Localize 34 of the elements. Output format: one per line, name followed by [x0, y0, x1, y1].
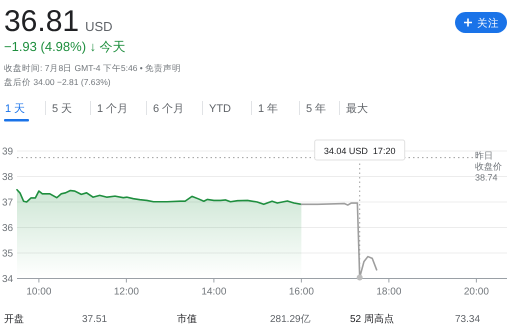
text: 5 年 — [306, 103, 326, 115]
chart-subtitle: −1.93 (4.98%) ↓ 今天 — [4, 39, 126, 54]
annotation: 38.74 — [475, 172, 498, 183]
text: 最大 — [346, 102, 368, 115]
text: 73.34 — [455, 314, 480, 325]
chart-title: 36.81 USD — [4, 5, 113, 38]
text: 关注 — [477, 16, 499, 30]
text: 5 天 — [52, 103, 72, 115]
x-tick-label: 18:00 — [376, 286, 402, 298]
text: 52 周高点 — [350, 313, 394, 325]
text: 1 个月 — [97, 103, 128, 115]
x-tick-label: 12:00 — [114, 286, 140, 298]
annotation: 34.04 USD 17:20 — [324, 146, 396, 156]
y-tick-label: 38 — [2, 172, 14, 183]
text: 开盘 — [4, 313, 24, 325]
y-tick-label: 35 — [2, 248, 14, 260]
text: 6 个月 — [153, 103, 184, 115]
text: 1 年 — [258, 103, 278, 115]
x-tick-label: 10:00 — [26, 286, 52, 298]
x-tick-label: 14:00 — [201, 286, 227, 298]
text: 281.29亿 — [270, 314, 311, 325]
text: 收盘时间: 7月8日 GMT-4 下午5:46 • 免责声明 — [4, 63, 182, 73]
y-tick-label: 39 — [2, 146, 14, 158]
text: 37.51 — [82, 314, 108, 325]
ref-line-label: 昨日收盘价 — [475, 150, 502, 172]
x-tick-label: 20:00 — [464, 286, 490, 298]
text: 市值 — [177, 313, 197, 325]
text: 盘后价 34.00 −2.81 (7.63%) — [4, 77, 111, 87]
text: YTD — [209, 103, 232, 115]
y-tick-label: 36 — [2, 223, 14, 234]
x-tick-label: 16:00 — [288, 286, 314, 298]
y-tick-label: 34 — [2, 274, 14, 285]
y-tick-label: 37 — [2, 198, 14, 208]
text: 1 天 — [5, 103, 26, 115]
